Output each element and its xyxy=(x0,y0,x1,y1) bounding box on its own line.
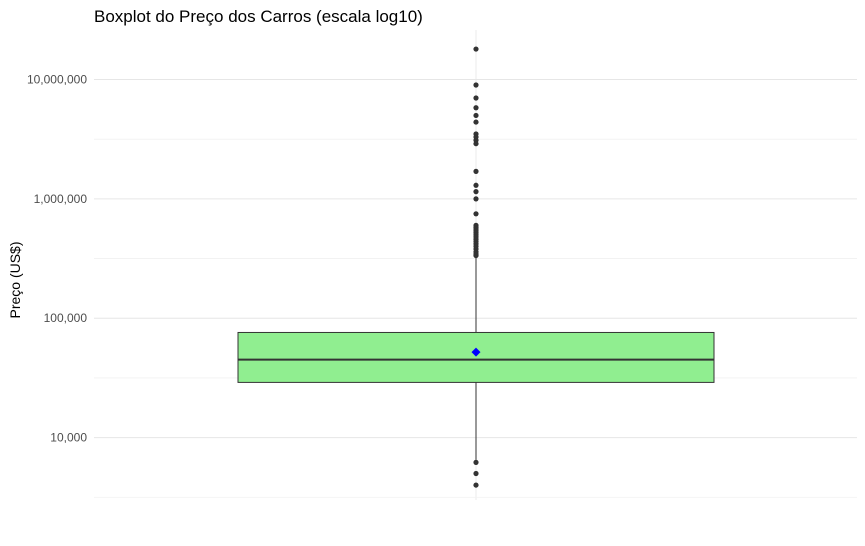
y-tick-label: 100,000 xyxy=(44,311,88,325)
outlier-point xyxy=(473,141,479,147)
outlier-point xyxy=(473,182,479,188)
box-iqr xyxy=(237,331,715,383)
outlier-point xyxy=(473,189,479,195)
plot-area xyxy=(237,46,715,488)
outlier-point xyxy=(473,459,479,465)
outlier-point xyxy=(473,211,479,217)
outlier-point xyxy=(473,119,479,125)
outlier-point xyxy=(473,470,479,477)
outlier-point xyxy=(473,95,479,101)
y-axis-label: Preço (US$) xyxy=(7,241,23,318)
outlier-point xyxy=(473,196,479,202)
mean-marker xyxy=(471,347,481,357)
outlier-point xyxy=(473,168,479,174)
chart-title: Boxplot do Preço dos Carros (escala log1… xyxy=(94,7,423,26)
y-tick-label: 10,000,000 xyxy=(27,73,87,87)
y-axis-ticks: 10,000 100,000 1,000,000 10,000,000 xyxy=(27,73,87,445)
outlier-point xyxy=(473,105,479,111)
outlier-point xyxy=(473,46,479,52)
y-tick-label: 10,000 xyxy=(50,431,87,445)
outlier-point xyxy=(473,252,479,259)
outlier-point xyxy=(473,112,479,119)
outlier-point xyxy=(473,482,479,488)
outlier-point xyxy=(473,82,479,88)
y-tick-label: 1,000,000 xyxy=(34,192,88,206)
